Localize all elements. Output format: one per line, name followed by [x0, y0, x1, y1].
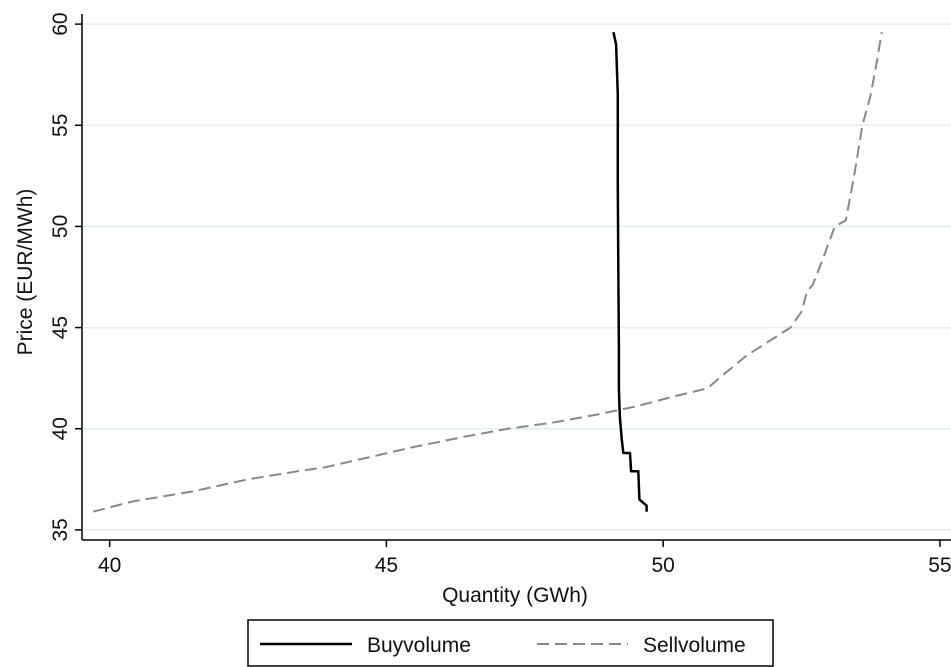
gridlines [82, 23, 951, 531]
x-tick-label: 40 [98, 554, 121, 577]
legend: Buyvolume Sellvolume [247, 619, 774, 667]
x-tick-label: 50 [651, 554, 674, 577]
y-tick-label: 50 [49, 215, 72, 238]
x-axis-ticks: 40 45 50 55 [98, 540, 951, 577]
x-tick-label: 45 [375, 554, 398, 577]
y-axis-title: Price (EUR/MWh) [14, 189, 37, 356]
x-tick-label: 55 [928, 554, 951, 577]
y-tick-label: 40 [49, 417, 72, 440]
legend-label-buyvolume: Buyvolume [367, 634, 471, 657]
series-layer [92, 31, 883, 513]
legend-label-sellvolume: Sellvolume [643, 634, 746, 657]
x-axis-title: Quantity (GWh) [442, 584, 588, 607]
series-sellvolume [92, 32, 883, 513]
y-tick-label: 55 [49, 114, 72, 137]
series-buyvolume [612, 31, 648, 512]
y-tick-label: 45 [49, 316, 72, 339]
y-tick-label: 35 [49, 518, 72, 541]
y-axis-ticks: 35 40 45 50 55 60 [49, 12, 82, 542]
y-tick-label: 60 [49, 12, 72, 35]
